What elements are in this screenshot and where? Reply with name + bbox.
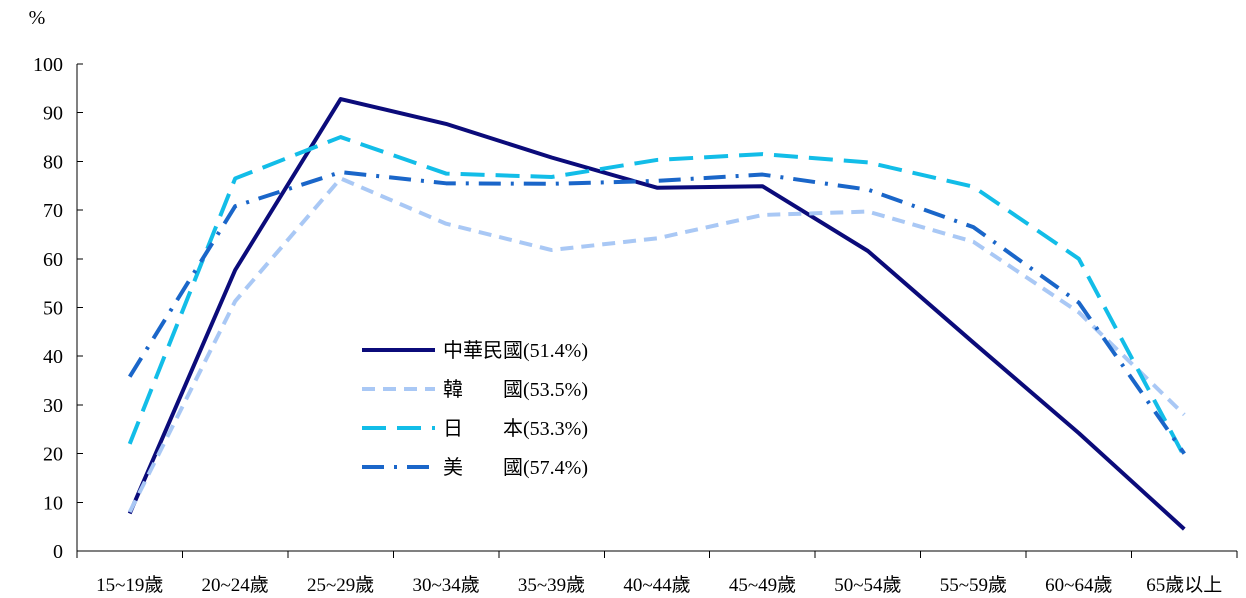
x-tick-label: 15~19歲 bbox=[96, 574, 163, 596]
legend-label: 日 本(53.3%) bbox=[443, 417, 588, 440]
y-tick-label: 100 bbox=[33, 54, 63, 76]
y-tick-label: 70 bbox=[43, 200, 63, 222]
y-tick-label: 30 bbox=[43, 395, 63, 417]
x-tick-label: 60~64歲 bbox=[1045, 574, 1112, 596]
x-tick-label: 20~24歲 bbox=[202, 574, 269, 596]
series-line-3 bbox=[128, 170, 1186, 455]
x-tick-label: 25~29歲 bbox=[307, 574, 374, 596]
y-tick-label: 90 bbox=[43, 103, 63, 125]
x-tick-label: 65歲以上 bbox=[1146, 574, 1222, 596]
x-tick-label: 50~54歲 bbox=[834, 574, 901, 596]
x-tick-label: 35~39歲 bbox=[518, 574, 585, 596]
y-tick-label: 60 bbox=[43, 249, 63, 271]
series-line-1 bbox=[127, 176, 1186, 513]
y-tick-label: 80 bbox=[43, 151, 63, 173]
y-tick-label: 0 bbox=[53, 541, 63, 563]
x-tick-label: 55~59歲 bbox=[940, 574, 1007, 596]
x-tick-label: 45~49歲 bbox=[729, 574, 796, 596]
series-lines bbox=[127, 97, 1187, 531]
legend: 中華民國(51.4%) 韓 國(53.5%) 日 本(53.3%) 美 國(57.4%… bbox=[362, 339, 588, 479]
legend-label: 中華民國(51.4%) bbox=[443, 339, 588, 362]
legend-label: 韓 國(53.5%) bbox=[443, 378, 588, 401]
x-tick-label: 40~44歲 bbox=[623, 574, 690, 596]
legend-label: 美 國(57.4%) bbox=[443, 456, 588, 479]
x-tick-label: 30~34歲 bbox=[412, 574, 479, 596]
y-tick-label: 10 bbox=[43, 492, 63, 514]
series-line-0 bbox=[127, 97, 1186, 531]
axes bbox=[76, 64, 1237, 552]
y-tick-label: 50 bbox=[43, 298, 63, 320]
y-tick-label: 40 bbox=[43, 346, 63, 368]
y-axis-ticks: 0 10 20 30 40 50 60 70 80 90 100 bbox=[33, 54, 83, 563]
y-tick-label: 20 bbox=[43, 444, 63, 466]
x-axis-ticks: 15~19歲 20~24歲 25~29歲 30~34歲 35~39歲 40~44歲 45~4… bbox=[76, 551, 1238, 596]
y-axis-unit-label: % bbox=[29, 7, 46, 29]
